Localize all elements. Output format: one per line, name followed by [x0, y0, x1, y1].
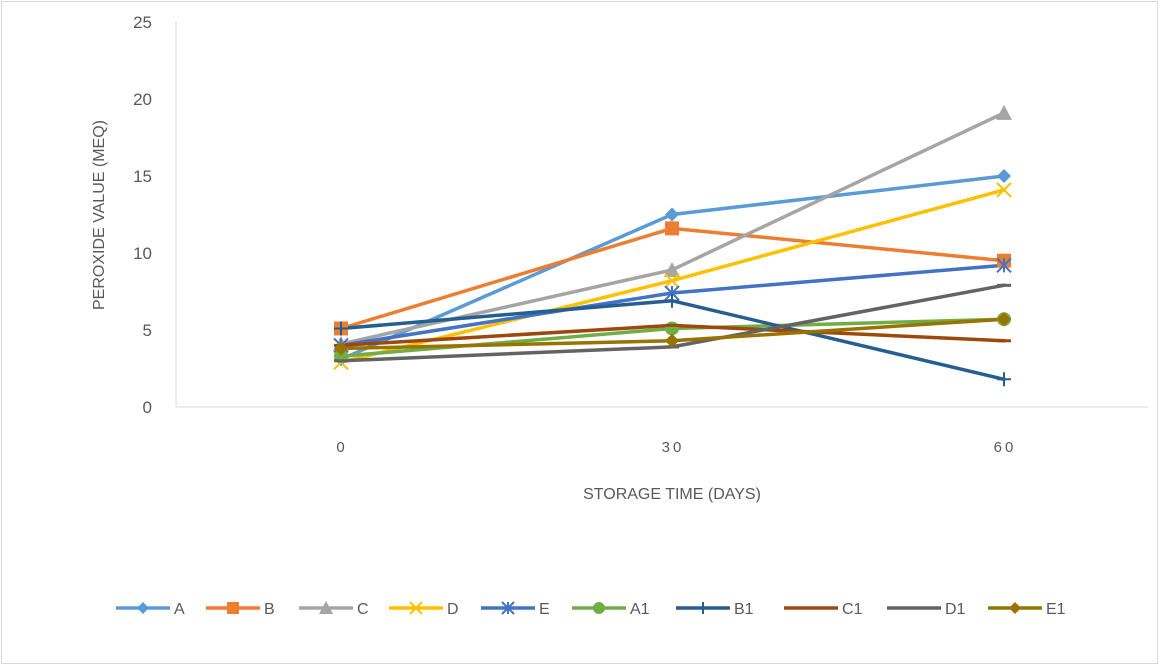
data-point-e1 — [997, 312, 1011, 327]
x-tick-label: 0 — [336, 439, 347, 456]
data-point-b1 — [665, 293, 679, 308]
y-tick-label: 5 — [143, 321, 152, 340]
legend-label-d: D — [447, 601, 459, 618]
legend-item-b1: B1 — [676, 601, 754, 618]
legend-marker-b — [227, 602, 239, 614]
legend: A B C D E A1 B1 C1 D1 E1 — [116, 601, 1066, 618]
data-point-e1 — [665, 333, 679, 348]
legend-label-a1: A1 — [630, 601, 650, 618]
legend-label-b1: B1 — [734, 601, 754, 618]
legend-marker-a1 — [593, 602, 605, 614]
data-point-a — [997, 169, 1011, 183]
legend-label-a: A — [174, 601, 185, 618]
data-point-e1 — [334, 341, 348, 356]
data-point-d — [664, 273, 680, 289]
series-markers — [333, 104, 1012, 387]
y-tick-label: 25 — [133, 13, 152, 32]
legend-item-e: E — [481, 601, 550, 618]
x-axis-title: STORAGE TIME (DAYS) — [583, 486, 761, 503]
data-point-c — [996, 104, 1012, 120]
data-point-a — [665, 207, 679, 222]
data-point-b1 — [334, 321, 348, 336]
axes — [175, 22, 1148, 408]
legend-marker-d — [409, 601, 423, 615]
legend-marker-c — [319, 601, 333, 614]
legend-item-b: B — [206, 601, 275, 618]
data-point-e — [996, 257, 1012, 274]
x-tick-label: 60 — [994, 439, 1017, 456]
y-tick-label: 10 — [133, 244, 152, 263]
y-tick-labels: 0 5 10 15 20 25 — [133, 13, 152, 417]
data-point-d — [996, 182, 1012, 198]
y-tick-label: 0 — [143, 398, 152, 417]
legend-label-d1: D1 — [945, 601, 966, 618]
legend-item-a1: A1 — [572, 601, 650, 618]
legend-item-d1: D1 — [887, 601, 966, 618]
legend-label-e: E — [539, 601, 550, 618]
y-tick-label: 20 — [133, 90, 152, 109]
series-line-b — [339, 226, 1006, 331]
legend-item-c: C — [299, 601, 369, 618]
x-tick-labels: 0 30 60 — [336, 439, 1017, 456]
data-point-a1 — [665, 321, 679, 336]
legend-marker-e1 — [1009, 602, 1021, 614]
legend-marker-b1 — [697, 602, 709, 614]
data-point-b — [665, 221, 679, 236]
x-tick-label: 30 — [662, 439, 685, 456]
legend-label-c1: C1 — [842, 601, 863, 618]
legend-item-d: D — [389, 601, 459, 618]
legend-label-e1: E1 — [1046, 601, 1066, 618]
legend-label-b: B — [264, 601, 275, 618]
legend-item-e1: E1 — [988, 601, 1066, 618]
legend-item-c1: C1 — [784, 601, 863, 618]
legend-marker-e — [501, 601, 515, 615]
data-point-c — [664, 261, 680, 277]
legend-item-a: A — [116, 601, 185, 618]
data-point-b1 — [997, 372, 1011, 387]
y-axis-title: PEROXIDE VALUE (MEQ) — [91, 120, 108, 310]
y-tick-label: 15 — [133, 167, 152, 186]
legend-marker-a — [137, 602, 149, 614]
legend-label-c: C — [357, 601, 369, 618]
